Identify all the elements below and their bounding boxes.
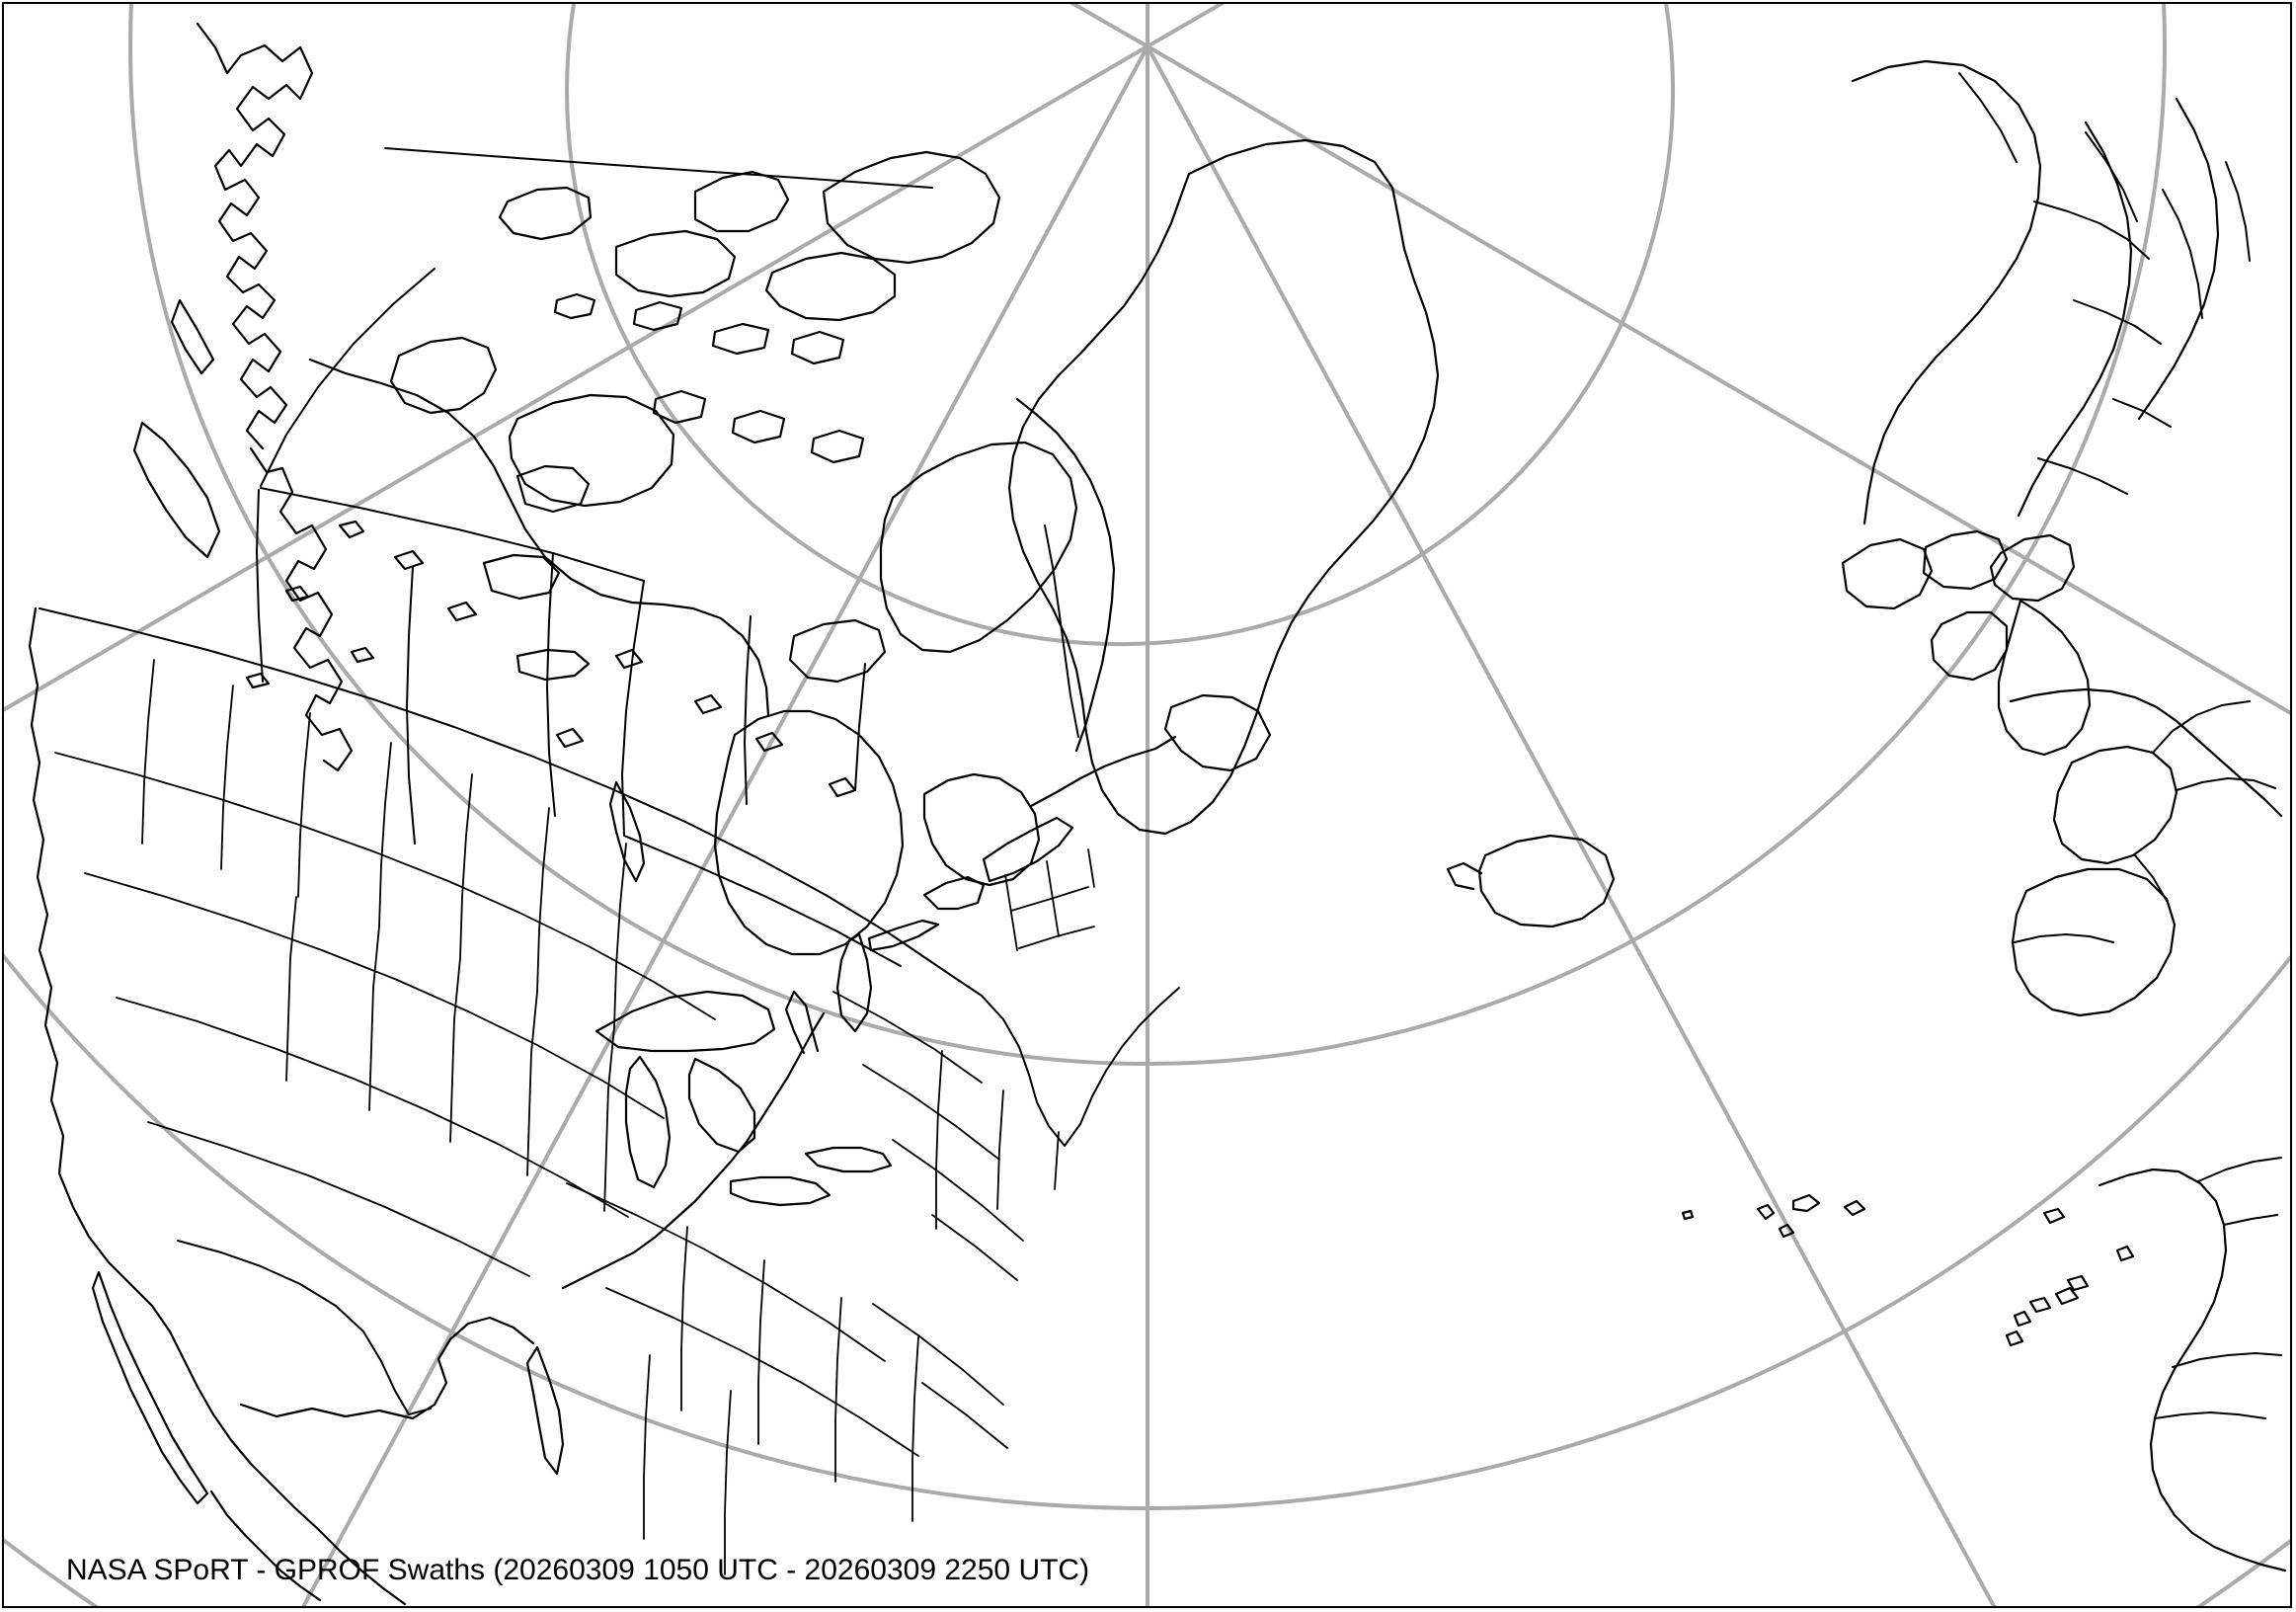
figure-caption: NASA SPoRT - GPROF Swaths (20260309 1050… <box>66 1554 1090 1586</box>
coast-madeira <box>2042 1207 2066 1225</box>
coast-devon-island <box>764 251 897 322</box>
coast-vancouver-island <box>132 421 221 559</box>
coast-prince-patrick <box>498 186 593 241</box>
meridian-m120 <box>4 44 1149 712</box>
coast-canary-islands <box>2005 1245 2135 1347</box>
coast-victoria-island <box>508 393 675 508</box>
coast-denmark <box>1922 529 2009 591</box>
coast-finland-baltic <box>2137 97 2220 421</box>
border-us-canada-east <box>951 975 1180 1147</box>
inland-waters <box>245 464 857 883</box>
coast-us-west <box>28 606 407 1606</box>
coast-florida <box>525 1345 565 1476</box>
state-lines-new-england <box>1004 848 1095 951</box>
state-lines-midwest <box>566 1182 919 1575</box>
coast-small-arctic-isles <box>553 292 865 464</box>
coastline-europe <box>1681 59 2287 1572</box>
coast-ireland <box>1930 610 2009 682</box>
meridian-m150 <box>1069 4 1148 48</box>
state-lines-west <box>54 659 716 1277</box>
coast-labrador <box>1015 397 1116 753</box>
coast-lake-michigan <box>624 1055 672 1189</box>
coast-lake-huron <box>687 1057 756 1154</box>
coast-lake-superior <box>594 990 776 1053</box>
coast-azores <box>1681 1193 1866 1239</box>
coast-long-island <box>867 919 940 952</box>
coast-gulf-of-mexico <box>239 1316 535 1420</box>
coast-southampton-island <box>788 618 887 684</box>
border-quebec-labrador <box>1044 524 1079 738</box>
lake-winnipeg <box>608 780 646 883</box>
coast-gulf-st-lawrence <box>1029 735 1177 808</box>
coast-ellesmere <box>822 150 1001 265</box>
lake-great-bear <box>515 464 591 514</box>
border-us-canada-49 <box>39 607 953 977</box>
graticule-meridians <box>4 4 2290 1606</box>
coast-uk-scotland <box>1989 533 2076 603</box>
parallel-60n <box>4 953 2290 1510</box>
coast-svalbard <box>1841 537 1934 610</box>
border-us-canada-west <box>384 147 933 189</box>
coast-us-east <box>561 1011 826 1290</box>
coast-iceland-westfjords <box>1446 861 1483 891</box>
coast-james-bay <box>835 932 873 1033</box>
coastline-north-america <box>28 22 1272 1606</box>
parallel-70n <box>128 4 2168 1066</box>
coast-baffin-island <box>879 441 1078 654</box>
meridian-m090 <box>301 45 1149 1606</box>
coast-lake-erie <box>729 1175 831 1207</box>
coast-chesapeake <box>784 990 820 1055</box>
coast-nw-africa <box>2098 1168 2287 1572</box>
border-us-mexico <box>177 1240 432 1415</box>
coast-melville-island <box>614 229 737 298</box>
parallel-80n <box>565 4 1676 647</box>
coast-iceland <box>1477 834 1616 928</box>
coast-cape-cod <box>922 875 986 911</box>
lake-athabasca <box>515 648 591 682</box>
meridian-p030 <box>1146 4 1226 48</box>
coast-bc-mainland <box>249 446 354 772</box>
border-nw-africa <box>2154 1157 2282 1419</box>
coast-hudson-bay <box>713 709 905 956</box>
coast-france <box>2052 745 2178 865</box>
meridian-p060 <box>1146 44 2290 715</box>
coast-gulf-of-california <box>209 1490 322 1602</box>
coast-iberia <box>2011 867 2177 1017</box>
coast-ungava <box>922 772 1041 887</box>
coast-arctic-mainland <box>308 358 770 717</box>
coastline-greenland-iceland <box>1007 138 1616 928</box>
state-lines-east <box>832 991 1060 1449</box>
coast-baja-california <box>91 1270 209 1505</box>
border-western-europe <box>2014 700 2276 943</box>
graticule-parallels <box>4 4 2290 1606</box>
meridian-p090 <box>1146 45 1997 1606</box>
misc-small-lakes <box>245 520 857 798</box>
coast-banks-island <box>389 336 498 415</box>
coast-north-europe-coast <box>2009 687 2283 818</box>
coast-newfoundland <box>1163 693 1272 772</box>
lake-great-slave <box>482 553 561 601</box>
political-borders <box>39 72 2282 1419</box>
coast-uk-england <box>1997 599 2092 757</box>
border-canada-provinces <box>256 268 902 967</box>
coast-axel-heiberg <box>693 170 790 233</box>
us-state-boundaries <box>54 659 1095 1575</box>
coast-sweden-baltic <box>2017 121 2133 518</box>
coast-nova-scotia <box>982 816 1074 883</box>
coast-lake-ontario <box>804 1146 893 1173</box>
border-europe-internal <box>1958 72 2251 495</box>
coast-haida-gwaii <box>170 298 215 375</box>
coast-alaska-panhandle <box>196 22 314 450</box>
map-canvas[interactable] <box>4 4 2292 1608</box>
coast-greenland <box>1007 138 1440 836</box>
coast-norway <box>1851 59 2042 525</box>
